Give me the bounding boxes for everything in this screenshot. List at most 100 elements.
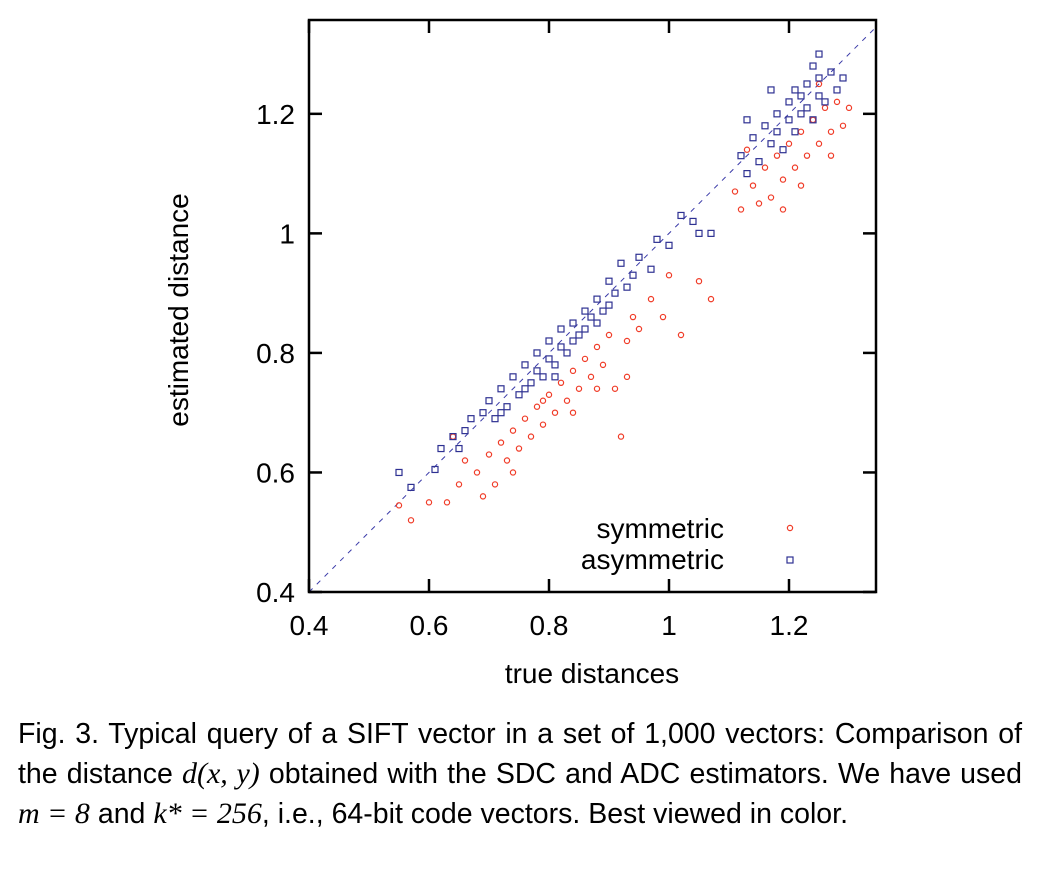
point-symmetric: [797, 128, 805, 135]
point-asymmetric: [803, 104, 811, 112]
point-asymmetric: [791, 86, 799, 94]
point-symmetric: [605, 331, 613, 339]
caption-text-1: Fig. 3. Typical query of a SIFT vector i…: [18, 718, 1022, 790]
point-asymmetric: [761, 122, 769, 130]
point-asymmetric: [611, 289, 619, 297]
caption-math-k: k* = 256: [153, 797, 262, 830]
point-symmetric: [557, 379, 565, 387]
y-tick-label: 0.4: [256, 577, 295, 608]
axis-ticks: 0.4 0.6 0.8 1 1.2 0.4 0.6 0.8 1 1.2: [256, 20, 876, 641]
point-asymmetric: [749, 134, 757, 142]
point-symmetric: [623, 373, 631, 381]
point-asymmetric: [665, 241, 673, 249]
point-symmetric: [485, 451, 493, 458]
point-symmetric: [533, 403, 541, 410]
point-asymmetric: [557, 325, 565, 333]
point-symmetric: [599, 361, 607, 369]
point-symmetric: [473, 469, 481, 476]
point-symmetric: [779, 206, 787, 213]
point-symmetric: [827, 128, 835, 135]
point-symmetric: [791, 164, 799, 171]
point-asymmetric: [545, 355, 553, 363]
point-asymmetric: [617, 259, 625, 267]
point-symmetric: [563, 397, 571, 404]
point-asymmetric: [599, 307, 607, 315]
point-symmetric: [461, 457, 469, 464]
legend: symmetric asymmetric: [581, 513, 794, 575]
point-symmetric: [545, 391, 553, 398]
point-symmetric: [503, 457, 511, 464]
point-asymmetric: [821, 98, 829, 106]
point-asymmetric: [575, 331, 583, 339]
y-tick-label: 1: [279, 218, 295, 249]
point-asymmetric: [527, 379, 535, 387]
figure-caption: Fig. 3. Typical query of a SIFT vector i…: [18, 714, 1022, 834]
point-symmetric: [635, 325, 643, 333]
point-asymmetric: [593, 319, 601, 327]
point-symmetric: [803, 152, 811, 159]
point-asymmetric: [791, 128, 799, 136]
point-asymmetric: [503, 403, 511, 411]
y-tick-label: 0.8: [256, 338, 295, 369]
point-asymmetric: [755, 158, 763, 166]
point-symmetric: [611, 385, 619, 392]
point-asymmetric: [707, 229, 715, 237]
point-symmetric: [551, 409, 559, 416]
point-symmetric: [623, 337, 631, 345]
point-asymmetric: [605, 277, 613, 285]
point-asymmetric: [605, 301, 613, 309]
legend-label-symmetric: symmetric: [596, 513, 724, 544]
point-symmetric: [839, 122, 847, 129]
x-tick-label: 0.8: [530, 610, 569, 641]
point-asymmetric: [785, 116, 793, 124]
point-asymmetric: [803, 80, 811, 88]
point-asymmetric: [773, 128, 781, 136]
plot-marks: [308, 26, 877, 593]
point-asymmetric: [833, 86, 841, 94]
point-asymmetric: [557, 343, 565, 351]
point-asymmetric: [521, 361, 529, 369]
point-asymmetric: [449, 432, 457, 441]
point-asymmetric: [593, 295, 601, 303]
point-symmetric: [659, 313, 667, 321]
point-asymmetric: [815, 92, 823, 100]
point-symmetric: [629, 313, 637, 321]
point-symmetric: [845, 104, 853, 112]
point-asymmetric: [785, 98, 793, 106]
point-asymmetric: [467, 415, 475, 423]
x-tick-label: 1.2: [770, 610, 809, 641]
point-symmetric: [587, 373, 595, 381]
point-symmetric: [539, 421, 547, 428]
point-symmetric: [743, 146, 751, 153]
point-symmetric: [491, 481, 499, 488]
point-asymmetric: [581, 307, 589, 315]
legend-marker-asymmetric: [786, 556, 794, 564]
point-symmetric: [833, 98, 841, 106]
point-asymmetric: [551, 361, 559, 369]
point-symmetric: [479, 493, 487, 500]
reference-line: [308, 26, 877, 593]
point-asymmetric: [521, 385, 529, 393]
point-asymmetric: [635, 253, 643, 261]
point-asymmetric: [491, 415, 499, 423]
y-tick-label: 1.2: [256, 99, 295, 130]
point-symmetric: [695, 277, 703, 285]
point-asymmetric: [533, 367, 541, 375]
point-symmetric: [821, 104, 829, 112]
point-symmetric: [425, 499, 433, 506]
legend-label-asymmetric: asymmetric: [581, 544, 724, 575]
point-asymmetric: [809, 116, 817, 124]
point-symmetric: [539, 397, 547, 404]
caption-math-distance: d(x, y): [181, 757, 260, 790]
point-asymmetric: [545, 337, 553, 345]
point-symmetric: [827, 152, 835, 159]
point-asymmetric: [563, 349, 571, 357]
point-asymmetric: [497, 409, 505, 417]
point-symmetric: [527, 433, 535, 440]
point-asymmetric: [815, 50, 823, 58]
point-asymmetric: [497, 385, 505, 393]
point-symmetric: [407, 517, 415, 524]
point-symmetric: [443, 499, 451, 506]
point-asymmetric: [455, 444, 463, 453]
point-symmetric: [707, 295, 715, 303]
